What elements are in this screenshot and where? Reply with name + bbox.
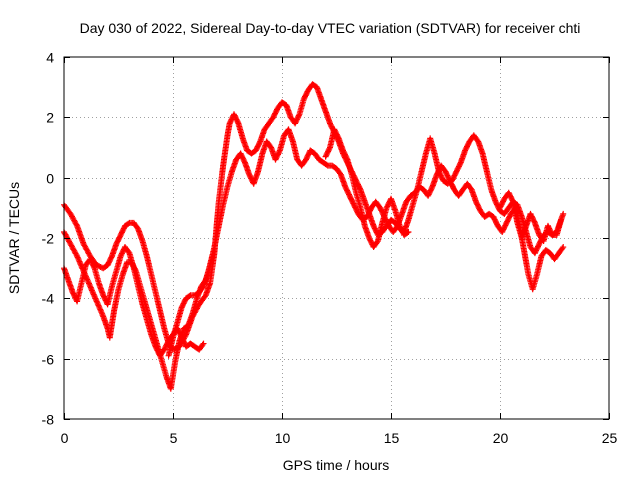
series-track-f (497, 189, 565, 244)
series-track-d (165, 253, 216, 359)
y-tick-label: 4 (46, 50, 54, 66)
data-point (209, 253, 216, 260)
axis-ticks: 0 5 10 15 20 25 -8 -6 -4 -2 0 2 4 (42, 50, 618, 447)
series-track-e (322, 126, 412, 250)
chart-title: Day 030 of 2022, Sidereal Day-to-day VTE… (80, 20, 581, 36)
y-tick-label: -2 (42, 231, 55, 247)
data-point (87, 283, 94, 290)
x-tick-label: 15 (384, 430, 400, 446)
y-tick-label: 2 (46, 110, 54, 126)
data-point (125, 248, 132, 255)
data-point (199, 341, 206, 348)
grid-lines (64, 57, 609, 419)
data-point (326, 145, 333, 152)
y-tick-label: 0 (46, 171, 54, 187)
x-axis-label: GPS time / hours (283, 457, 390, 473)
data-marks (61, 81, 567, 392)
y-tick-label: -8 (42, 412, 55, 428)
y-tick-label: -6 (42, 352, 55, 368)
x-tick-label: 20 (493, 430, 509, 446)
x-tick-label: 10 (275, 430, 291, 446)
data-point (405, 228, 412, 235)
data-point (93, 298, 100, 305)
data-point (559, 245, 566, 252)
x-tick-label: 25 (602, 430, 618, 446)
data-point (68, 242, 75, 249)
data-point (68, 212, 75, 219)
data-point (531, 218, 538, 225)
data-point (560, 210, 567, 217)
x-tick-label: 5 (170, 430, 178, 446)
y-axis-label: SDTVAR / TECUs (6, 182, 22, 294)
series-track-c (61, 244, 207, 359)
data-point (374, 239, 380, 246)
data-point (457, 160, 464, 167)
x-tick-label: 0 (61, 430, 69, 446)
series-track-b (61, 126, 567, 392)
data-point (560, 244, 567, 251)
data-point (73, 221, 80, 228)
data-point (200, 340, 207, 347)
data-point (558, 216, 565, 223)
data-point (404, 229, 411, 236)
data-point (74, 254, 81, 261)
y-tick-label: -4 (42, 291, 55, 307)
data-point (73, 251, 80, 258)
